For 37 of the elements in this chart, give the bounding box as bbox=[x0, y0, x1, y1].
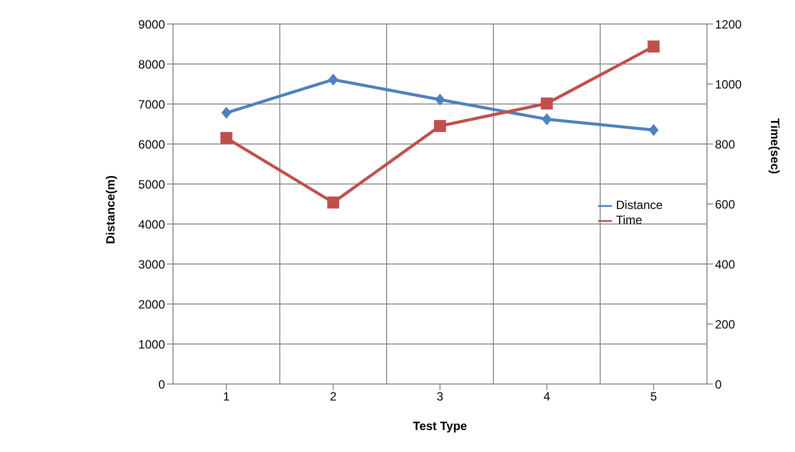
y-tick-label: 3000 bbox=[138, 257, 166, 272]
legend-label: Time bbox=[616, 212, 642, 227]
legend-label: Distance bbox=[616, 198, 663, 212]
y-tick-label: 7000 bbox=[138, 97, 166, 112]
y-tick-label: 0 bbox=[158, 377, 166, 392]
x-axis-title: Test Type bbox=[412, 419, 468, 433]
x-tick-label: 4 bbox=[543, 390, 550, 404]
point bbox=[221, 106, 232, 119]
point bbox=[220, 132, 232, 144]
point bbox=[435, 94, 445, 106]
y-tick-label: 2000 bbox=[138, 297, 166, 312]
x-tick-label: 3 bbox=[436, 390, 444, 404]
point bbox=[540, 98, 553, 110]
point bbox=[648, 124, 659, 136]
y2-tick-label: 0 bbox=[715, 377, 722, 392]
y2-tick-label: 1000 bbox=[715, 77, 742, 92]
y2-tick-label: 400 bbox=[715, 257, 736, 272]
y-tick-label: 9000 bbox=[138, 17, 166, 32]
y2-axis-title: Time(sec) bbox=[768, 118, 782, 174]
y-tick-label: 5000 bbox=[138, 177, 166, 192]
x-tick-label: 5 bbox=[650, 390, 658, 404]
point bbox=[434, 120, 446, 132]
y2-tick-label: 200 bbox=[715, 317, 736, 332]
y2-tick-label: 800 bbox=[715, 137, 736, 152]
y-axis-title: Distance(m) bbox=[103, 175, 118, 244]
point bbox=[648, 40, 660, 52]
x-tick-label: 2 bbox=[330, 390, 337, 404]
y-tick-label: 1000 bbox=[138, 337, 166, 352]
x-tick-label: 1 bbox=[223, 390, 230, 404]
y2-tick-label: 600 bbox=[715, 197, 736, 212]
y2-tick-label: 1200 bbox=[715, 17, 742, 32]
point bbox=[328, 74, 338, 86]
y-tick-label: 6000 bbox=[138, 137, 166, 152]
point bbox=[327, 196, 340, 208]
y-tick-label: 4000 bbox=[138, 217, 166, 232]
point bbox=[542, 113, 552, 126]
y-tick-label: 8000 bbox=[138, 57, 166, 72]
